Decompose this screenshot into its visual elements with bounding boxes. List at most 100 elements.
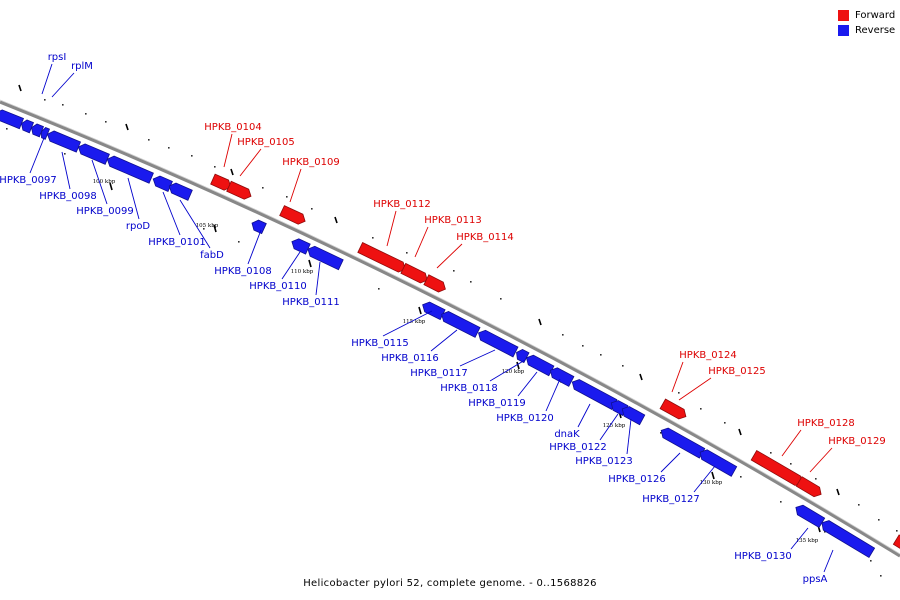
ruler-dot <box>562 334 564 336</box>
ruler-dot <box>622 365 624 367</box>
forward-swatch <box>838 10 849 21</box>
ruler-dot <box>724 422 726 424</box>
ruler-dot <box>824 531 826 533</box>
leader-line-hpkb-0124 <box>671 361 684 393</box>
leader-line-hpkb-0113 <box>414 226 429 258</box>
leader-line-hpkb-0119 <box>517 371 538 397</box>
gene-label-hpkb-0123: HPKB_0123 <box>575 456 632 467</box>
gene-label-hpkb-0118: HPKB_0118 <box>440 383 497 394</box>
legend-forward-label: Forward <box>855 10 896 21</box>
leader-line-hpkb-0110 <box>281 251 301 280</box>
leader-line-hpkb-0099 <box>91 159 108 205</box>
gene-label-rpod: rpoD <box>126 221 151 232</box>
leader-line-hpkb-0097 <box>29 137 45 174</box>
ruler-dot <box>105 121 107 123</box>
ruler-dot <box>378 288 380 290</box>
gene-label-hpkb-0099: HPKB_0099 <box>76 206 133 217</box>
gene-hpkb-0120 <box>549 367 575 387</box>
leader-line-dnak <box>577 403 591 428</box>
gene-label-hpkb-0122: HPKB_0122 <box>549 442 606 453</box>
leader-line-rpsi <box>41 63 53 95</box>
scale-label: 125 kbp <box>603 423 626 429</box>
ruler-tick <box>230 168 234 176</box>
gene-label-hpkb-0130: HPKB_0130 <box>734 551 791 562</box>
leader-line-fabd <box>179 199 211 249</box>
gene-hpkb-0115 <box>422 301 446 321</box>
gene-partial-forward <box>892 534 900 549</box>
gene-label-hpkb-0117: HPKB_0117 <box>410 368 467 379</box>
leader-line-hpkb-0125 <box>678 377 712 401</box>
ruler-dot <box>582 345 584 347</box>
gene-label-hpkb-0124: HPKB_0124 <box>679 350 736 361</box>
gene-label-ppsa: ppsA <box>803 574 828 585</box>
reverse-swatch <box>838 25 849 36</box>
gene-label-hpkb-0120: HPKB_0120 <box>496 413 553 424</box>
leader-line-hpkb-0115 <box>382 310 433 337</box>
gene-hpkb-0113 <box>400 262 428 284</box>
gene-hpkb-0119 <box>525 354 555 377</box>
gene-label-hpkb-0097: HPKB_0097 <box>0 175 57 186</box>
gene-label-hpkb-0115: HPKB_0115 <box>351 338 408 349</box>
gene-hpkb-0114 <box>423 274 446 293</box>
leader-line-rpod <box>127 177 140 220</box>
ruler-dot <box>858 504 860 506</box>
ruler-dot <box>600 354 602 356</box>
leader-line-hpkb-0116 <box>430 329 458 352</box>
ruler-dot <box>6 128 8 130</box>
gene-label-hpkb-0114: HPKB_0114 <box>456 232 513 243</box>
gene-label-hpkb-0112: HPKB_0112 <box>373 199 430 210</box>
gene-label-rplm: rplM <box>71 61 93 72</box>
scale-label: 120 kbp <box>502 369 525 375</box>
scale-tick <box>516 361 520 370</box>
gene-label-dnak: dnaK <box>554 429 580 440</box>
ruler-dot <box>44 99 46 101</box>
gene-hpkb-0097 <box>0 109 25 130</box>
gene-label-hpkb-0098: HPKB_0098 <box>39 191 96 202</box>
gene-label-hpkb-0105: HPKB_0105 <box>237 137 294 148</box>
scale-label: 130 kbp <box>700 480 723 486</box>
gene-hpkb-0123 <box>621 406 646 426</box>
ruler-dot <box>740 476 742 478</box>
scale-tick <box>418 306 422 315</box>
gene-label-hpkb-0128: HPKB_0128 <box>797 418 854 429</box>
scale-label: 115 kbp <box>403 319 426 325</box>
leader-line-hpkb-0122 <box>599 413 619 441</box>
leader-line-hpkb-0126 <box>660 452 681 473</box>
ruler-tick <box>738 428 742 436</box>
gene-hpkb-0108 <box>251 219 267 235</box>
gene-label-hpkb-0126: HPKB_0126 <box>608 474 665 485</box>
genome-backbone <box>0 100 900 558</box>
ruler-dot <box>62 104 64 106</box>
leader-line-hpkb-0128 <box>781 429 802 457</box>
ruler-dot <box>678 392 680 394</box>
ruler-dot <box>815 478 817 480</box>
ruler-tick <box>125 123 129 131</box>
leader-line-hpkb-0123 <box>626 418 632 455</box>
legend-reverse-label: Reverse <box>855 25 896 36</box>
ruler-tick <box>18 84 22 92</box>
gene-hpkb-0124 <box>659 398 687 420</box>
ruler-dot <box>85 113 87 115</box>
gene-hpkb-0112 <box>357 241 406 273</box>
ruler-dot <box>770 452 772 454</box>
leader-line-hpkb-0101 <box>162 191 181 236</box>
ruler-dot <box>470 281 472 283</box>
gene-hpkb-0099 <box>77 143 110 165</box>
ruler-tick <box>836 488 840 496</box>
gene-rpsi <box>21 119 35 134</box>
ruler-dot <box>660 432 662 434</box>
scale-tick <box>213 224 217 233</box>
scale-label: 105 kbp <box>196 223 219 229</box>
ruler-tick <box>538 318 542 326</box>
leader-line-hpkb-0127 <box>693 465 716 493</box>
scale-tick <box>308 259 312 268</box>
scale-label: 100 kbp <box>93 179 116 185</box>
legend-item-reverse: Reverse <box>838 23 895 38</box>
ruler-dot <box>286 196 288 198</box>
leader-line-hpkb-0114 <box>436 243 463 269</box>
leader-line-hpkb-0117 <box>459 349 496 367</box>
ruler-dot <box>878 519 880 521</box>
scale-label: 110 kbp <box>291 269 314 275</box>
gene-hpkb-0109 <box>279 205 306 225</box>
gene-dnak <box>571 379 618 410</box>
